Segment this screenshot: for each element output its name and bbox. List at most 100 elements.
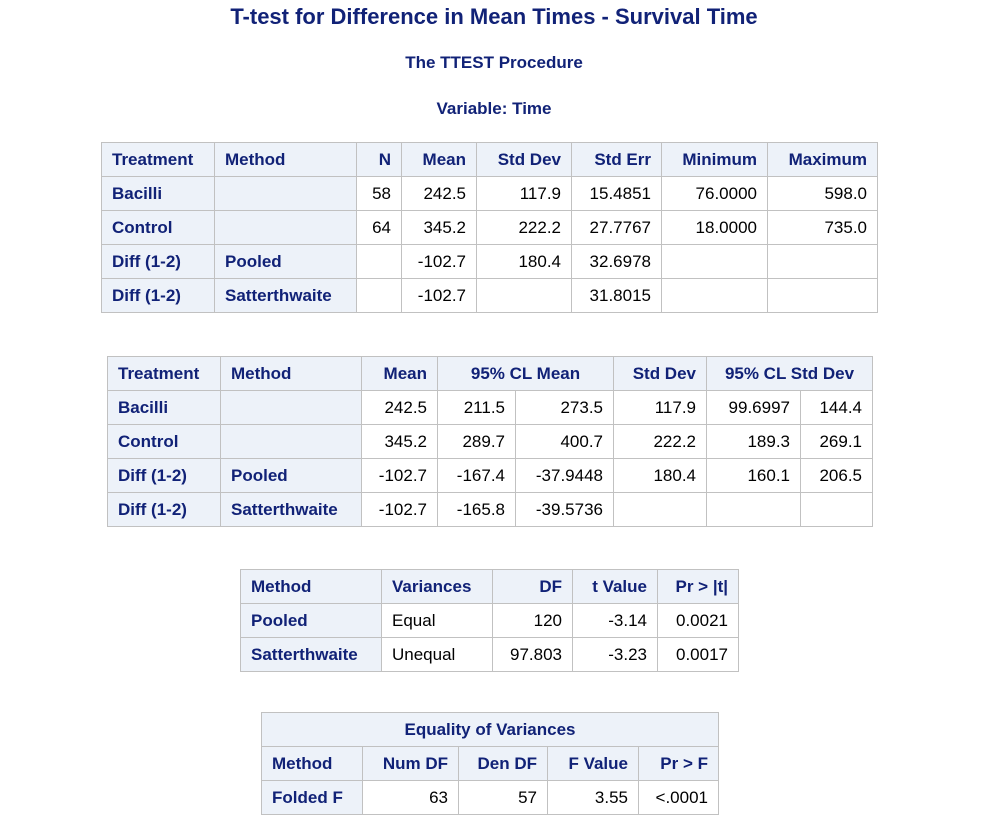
- row-header-method: Satterthwaite: [214, 278, 357, 313]
- cell-cl-mean-upper: -37.9448: [515, 458, 614, 493]
- cell-n: 64: [356, 210, 402, 245]
- cell-cl-std-dev-lower: 189.3: [706, 424, 801, 459]
- cell-maximum: [767, 278, 878, 313]
- row-header-treatment: Control: [101, 210, 215, 245]
- column-header-treatment: Treatment: [101, 142, 215, 177]
- table-row: Diff (1-2) Pooled -102.7 180.4 32.6978: [101, 244, 878, 279]
- column-header-t-value: t Value: [572, 569, 658, 604]
- column-header-treatment: Treatment: [107, 356, 221, 391]
- column-header-mean: Mean: [401, 142, 477, 177]
- cell-den-df: 57: [458, 780, 548, 815]
- cell-std-err: 32.6978: [571, 244, 662, 279]
- cell-cl-mean-upper: 273.5: [515, 390, 614, 425]
- cell-mean: -102.7: [361, 458, 438, 493]
- table-row: Control 345.2 289.7 400.7 222.2 189.3 26…: [107, 424, 873, 459]
- cell-minimum: [661, 278, 768, 313]
- cell-df: 120: [492, 603, 573, 638]
- cell-cl-mean-lower: -167.4: [437, 458, 516, 493]
- cell-maximum: [767, 244, 878, 279]
- row-header-method: [220, 424, 362, 459]
- cell-minimum: [661, 244, 768, 279]
- statistics-table: Treatment Method N Mean Std Dev Std Err …: [101, 142, 878, 313]
- cell-mean: 242.5: [401, 176, 477, 211]
- cell-pr-t: 0.0021: [657, 603, 739, 638]
- cell-mean: -102.7: [401, 278, 477, 313]
- row-header-treatment: Bacilli: [107, 390, 221, 425]
- table-header-row: Treatment Method N Mean Std Dev Std Err …: [101, 142, 878, 177]
- table-row: Bacilli 242.5 211.5 273.5 117.9 99.6997 …: [107, 390, 873, 425]
- cell-cl-std-dev-lower: 160.1: [706, 458, 801, 493]
- column-header-pr-t: Pr > |t|: [657, 569, 739, 604]
- table-row: Bacilli 58 242.5 117.9 15.4851 76.0000 5…: [101, 176, 878, 211]
- procedure-title: The TTEST Procedure: [405, 53, 583, 72]
- cell-t-value: -3.14: [572, 603, 658, 638]
- table-row: Diff (1-2) Pooled -102.7 -167.4 -37.9448…: [107, 458, 873, 493]
- column-header-f-value: F Value: [547, 746, 639, 781]
- row-header-treatment: Bacilli: [101, 176, 215, 211]
- column-header-mean: Mean: [361, 356, 438, 391]
- row-header-method: [214, 176, 357, 211]
- cell-n: [356, 244, 402, 279]
- cell-pr-f: <.0001: [638, 780, 719, 815]
- cell-std-dev: 117.9: [476, 176, 572, 211]
- cell-t-value: -3.23: [572, 637, 658, 672]
- row-header-method: Satterthwaite: [240, 637, 382, 672]
- column-header-minimum: Minimum: [661, 142, 768, 177]
- row-header-method: Pooled: [240, 603, 382, 638]
- column-header-df: DF: [492, 569, 573, 604]
- cell-f-value: 3.55: [547, 780, 639, 815]
- column-header-std-err: Std Err: [571, 142, 662, 177]
- table-row: Diff (1-2) Satterthwaite -102.7 31.8015: [101, 278, 878, 313]
- row-header-method: [220, 390, 362, 425]
- cell-mean: -102.7: [361, 492, 438, 527]
- row-header-method: Pooled: [220, 458, 362, 493]
- column-header-method: Method: [261, 746, 363, 781]
- cell-cl-mean-lower: 211.5: [437, 390, 516, 425]
- cell-n: [356, 278, 402, 313]
- table-row: Satterthwaite Unequal 97.803 -3.23 0.001…: [240, 637, 739, 672]
- cell-cl-std-dev-upper: [800, 492, 873, 527]
- cell-std-err: 27.7767: [571, 210, 662, 245]
- cell-pr-t: 0.0017: [657, 637, 739, 672]
- cell-cl-std-dev-upper: 206.5: [800, 458, 873, 493]
- cell-std-dev: 180.4: [613, 458, 707, 493]
- column-header-cl-std-dev: 95% CL Std Dev: [706, 356, 873, 391]
- column-header-method: Method: [220, 356, 362, 391]
- cell-std-dev: 222.2: [476, 210, 572, 245]
- cell-std-err: 31.8015: [571, 278, 662, 313]
- cell-variances: Unequal: [381, 637, 493, 672]
- cell-std-dev: [613, 492, 707, 527]
- table-caption: Equality of Variances: [261, 712, 719, 747]
- row-header-method: Satterthwaite: [220, 492, 362, 527]
- table-row: Control 64 345.2 222.2 27.7767 18.0000 7…: [101, 210, 878, 245]
- table-header-row: Method Num DF Den DF F Value Pr > F: [261, 746, 719, 781]
- row-header-treatment: Diff (1-2): [101, 244, 215, 279]
- cell-mean: 242.5: [361, 390, 438, 425]
- cell-std-dev: [476, 278, 572, 313]
- column-header-n: N: [356, 142, 402, 177]
- column-header-cl-mean: 95% CL Mean: [437, 356, 614, 391]
- row-header-treatment: Diff (1-2): [101, 278, 215, 313]
- cell-cl-mean-upper: 400.7: [515, 424, 614, 459]
- column-header-method: Method: [240, 569, 382, 604]
- cell-minimum: 18.0000: [661, 210, 768, 245]
- column-header-num-df: Num DF: [362, 746, 459, 781]
- row-header-method: Folded F: [261, 780, 363, 815]
- row-header-treatment: Control: [107, 424, 221, 459]
- cell-cl-mean-upper: -39.5736: [515, 492, 614, 527]
- cell-cl-mean-lower: 289.7: [437, 424, 516, 459]
- column-header-den-df: Den DF: [458, 746, 548, 781]
- cell-std-dev: 180.4: [476, 244, 572, 279]
- equality-of-variances-table: Equality of Variances Method Num DF Den …: [261, 712, 719, 815]
- confidence-limits-table: Treatment Method Mean 95% CL Mean Std De…: [107, 356, 873, 527]
- cell-variances: Equal: [381, 603, 493, 638]
- column-header-pr-f: Pr > F: [638, 746, 719, 781]
- row-header-method: Pooled: [214, 244, 357, 279]
- table-header-row: Treatment Method Mean 95% CL Mean Std De…: [107, 356, 873, 391]
- column-header-std-dev: Std Dev: [476, 142, 572, 177]
- cell-num-df: 63: [362, 780, 459, 815]
- variable-title: Variable: Time: [436, 99, 552, 118]
- row-header-method: [214, 210, 357, 245]
- table-row: Diff (1-2) Satterthwaite -102.7 -165.8 -…: [107, 492, 873, 527]
- column-header-variances: Variances: [381, 569, 493, 604]
